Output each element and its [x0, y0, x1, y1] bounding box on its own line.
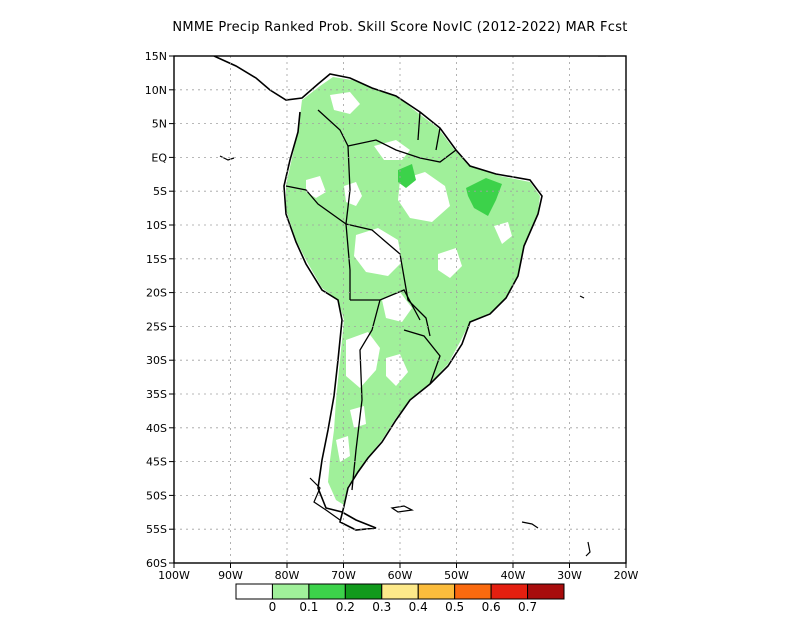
lon-tick-label: 100W — [158, 569, 190, 582]
colorbar-swatch — [381, 583, 419, 600]
lat-tick-label: 30S — [146, 354, 167, 367]
lat-tick-label: 60S — [146, 557, 167, 570]
colorbar-legend: 0 0.1 0.2 0.3 0.4 0.5 0.6 0.7 — [235, 583, 565, 614]
colorbar-label: 0 — [269, 600, 277, 614]
lon-tick-label: 60W — [388, 569, 413, 582]
lat-tick-label: 10N — [145, 84, 167, 97]
national-borders — [285, 109, 457, 491]
colorbar-label: 0.1 — [299, 600, 318, 614]
colorbar-label: 0.3 — [372, 600, 391, 614]
latitude-axis: 15N 10N 5N EQ 5S 10S 15S 20S 25S 30S 35S 40S 45S 50S 5… — [145, 50, 174, 570]
colorbar-swatch — [527, 583, 565, 600]
lat-tick-label: 5S — [153, 185, 167, 198]
lat-tick-label: 50S — [146, 489, 167, 502]
lat-tick-label: 45S — [146, 456, 167, 469]
colorbar-swatch — [490, 583, 529, 600]
colorbar-swatch — [454, 583, 492, 600]
colorbar-swatch — [308, 583, 346, 600]
colorbar-swatch — [417, 583, 456, 600]
lon-tick-label: 40W — [501, 569, 526, 582]
lon-tick-label: 50W — [444, 569, 469, 582]
lat-tick-label: 55S — [146, 523, 167, 536]
islands — [219, 56, 606, 557]
lat-tick-label: 15S — [146, 253, 167, 266]
lat-tick-label: 40S — [146, 422, 167, 435]
colorbar-label: 0.2 — [336, 600, 355, 614]
lon-tick-label: 90W — [218, 569, 243, 582]
colorbar-swatch — [344, 583, 383, 600]
lat-tick-label: 5N — [152, 118, 167, 131]
colorbar-label: 0.6 — [482, 600, 501, 614]
lon-tick-label: 20W — [614, 569, 639, 582]
gridlines — [174, 56, 626, 563]
lat-tick-label: EQ — [151, 151, 167, 164]
lon-tick-label: 80W — [275, 569, 300, 582]
lon-tick-label: 70W — [331, 569, 356, 582]
colorbar-label: 0.5 — [445, 600, 464, 614]
map-title: NMME Precip Ranked Prob. Skill Score Nov… — [172, 20, 628, 35]
lon-tick-label: 30W — [557, 569, 582, 582]
skill-shading-zero — [306, 92, 512, 462]
lat-tick-label: 10S — [146, 219, 167, 232]
coastline-south-america — [213, 56, 543, 531]
colorbar-label: 0.7 — [518, 600, 537, 614]
colorbar-swatch — [235, 583, 273, 600]
lat-tick-label: 20S — [146, 287, 167, 300]
longitude-axis: 100W 90W 80W 70W 60W 50W 40W 30W 20W — [158, 563, 639, 582]
colorbar-label: 0.4 — [409, 600, 428, 614]
lat-tick-label: 25S — [146, 320, 167, 333]
colorbar-swatch — [271, 583, 310, 600]
map-content — [213, 56, 606, 557]
lat-tick-label: 15N — [145, 50, 167, 63]
lat-tick-label: 35S — [146, 388, 167, 401]
skill-shading-mid — [398, 164, 502, 216]
